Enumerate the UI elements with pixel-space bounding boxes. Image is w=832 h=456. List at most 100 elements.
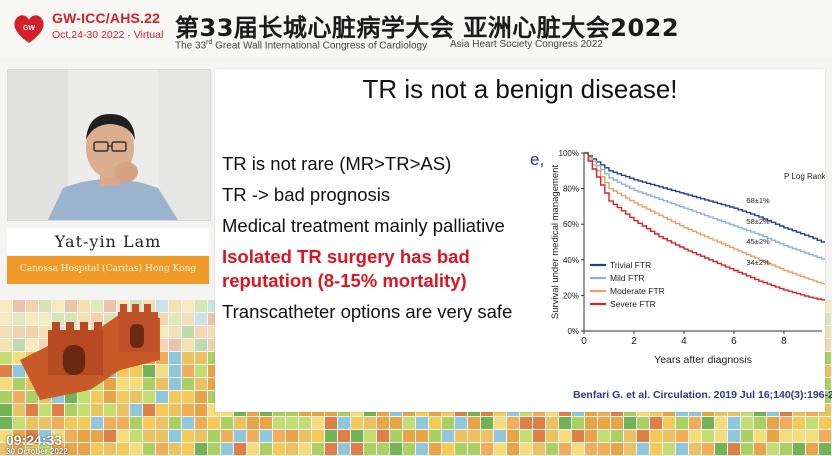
mosaic-tile — [195, 300, 207, 312]
mosaic-tile — [390, 430, 402, 442]
mosaic-tile — [182, 300, 194, 312]
mosaic-tile — [169, 365, 181, 377]
mosaic-tile — [572, 443, 584, 455]
y-tick-label: 20% — [563, 291, 579, 300]
x-tick-label: 0 — [581, 336, 587, 347]
mosaic-tile — [793, 417, 805, 429]
mosaic-tile — [689, 430, 701, 442]
mosaic-tile — [520, 417, 532, 429]
logo-subtext: Oct.24-30 2022 · Virtual — [52, 29, 164, 41]
mosaic-tile — [39, 443, 51, 455]
bullet-list: TR is not rare (MR>TR>AS) TR -> bad prog… — [222, 152, 522, 331]
mosaic-tile — [195, 326, 207, 338]
mosaic-tile — [91, 391, 103, 403]
mosaic-tile — [429, 417, 441, 429]
mosaic-tile — [481, 430, 493, 442]
mosaic-tile — [0, 300, 12, 312]
mosaic-tile — [182, 313, 194, 325]
mosaic-tile — [442, 430, 454, 442]
mosaic-tile — [611, 443, 623, 455]
mosaic-tile — [130, 430, 142, 442]
mosaic-tile — [13, 300, 25, 312]
speaker-video — [7, 69, 211, 221]
mosaic-tile — [559, 417, 571, 429]
mosaic-tile — [91, 417, 103, 429]
mosaic-tile — [117, 417, 129, 429]
mosaic-tile — [624, 430, 636, 442]
mosaic-tile — [702, 430, 714, 442]
clock-date: 30 October 2022 — [6, 447, 68, 456]
mosaic-tile — [663, 417, 675, 429]
mosaic-tile — [429, 430, 441, 442]
mosaic-tile — [26, 417, 38, 429]
mosaic-tile — [65, 443, 77, 455]
mosaic-tile — [338, 430, 350, 442]
mosaic-tile — [52, 404, 64, 416]
mosaic-tile — [182, 352, 194, 364]
mosaic-tile — [728, 443, 740, 455]
mosaic-tile — [403, 443, 415, 455]
mosaic-tile — [156, 378, 168, 390]
series-value-label: 45±2% — [746, 237, 770, 246]
mosaic-tile — [13, 326, 25, 338]
mosaic-tile — [78, 417, 90, 429]
mosaic-tile — [0, 352, 12, 364]
mosaic-tile — [169, 300, 181, 312]
mosaic-tile — [299, 417, 311, 429]
mosaic-tile — [741, 430, 753, 442]
mosaic-tile — [195, 430, 207, 442]
mosaic-tile — [442, 417, 454, 429]
mosaic-tile — [286, 430, 298, 442]
mosaic-tile — [416, 443, 428, 455]
mosaic-tile — [13, 391, 25, 403]
mosaic-tile — [195, 391, 207, 403]
mosaic-tile — [533, 443, 545, 455]
mosaic-tile — [611, 430, 623, 442]
mosaic-tile — [182, 339, 194, 351]
y-tick-label: 80% — [563, 185, 579, 194]
mosaic-tile — [572, 417, 584, 429]
mosaic-tile — [754, 430, 766, 442]
bullet-item: Transcatheter options are very safe — [222, 301, 513, 322]
mosaic-tile — [143, 430, 155, 442]
mosaic-tile — [169, 430, 181, 442]
mosaic-tile — [325, 430, 337, 442]
mosaic-tile — [377, 443, 389, 455]
mosaic-tile — [598, 430, 610, 442]
mosaic-tile — [130, 443, 142, 455]
y-tick-label: 40% — [563, 256, 579, 265]
mosaic-tile — [715, 443, 727, 455]
mosaic-tile — [728, 430, 740, 442]
mosaic-tile — [208, 443, 220, 455]
mosaic-tile — [650, 443, 662, 455]
mosaic-tile — [585, 443, 597, 455]
conference-header: GW GW-ICC/AHS.22 Oct.24-30 2022 · Virtua… — [0, 0, 832, 58]
mosaic-tile — [104, 404, 116, 416]
mosaic-tile — [455, 443, 467, 455]
mosaic-tile — [104, 443, 116, 455]
mosaic-tile — [676, 443, 688, 455]
mosaic-tile — [351, 417, 363, 429]
mosaic-tile — [104, 430, 116, 442]
mosaic-tile — [247, 430, 259, 442]
mosaic-tile — [0, 326, 12, 338]
mosaic-tile — [143, 365, 155, 377]
mosaic-tile — [195, 352, 207, 364]
mosaic-tile — [806, 430, 818, 442]
mosaic-tile — [182, 391, 194, 403]
mosaic-tile — [390, 417, 402, 429]
mosaic-tile — [676, 417, 688, 429]
chart-panel-label: e, — [530, 150, 544, 169]
mosaic-tile — [143, 417, 155, 429]
mosaic-tile — [130, 417, 142, 429]
mosaic-tile — [273, 417, 285, 429]
mosaic-tile — [0, 313, 12, 325]
mosaic-tile — [182, 443, 194, 455]
mosaic-tile — [546, 417, 558, 429]
mosaic-tile — [182, 378, 194, 390]
mosaic-tile — [715, 430, 727, 442]
mosaic-tile — [78, 300, 90, 312]
mosaic-tile — [546, 443, 558, 455]
mosaic-tile — [26, 300, 38, 312]
mosaic-tile — [494, 430, 506, 442]
